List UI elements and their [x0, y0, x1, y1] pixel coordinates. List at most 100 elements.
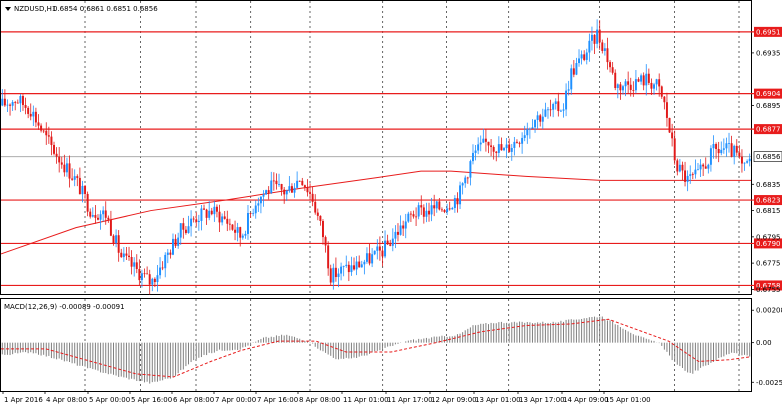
candle-body	[283, 189, 286, 195]
candle-body	[89, 211, 92, 217]
candle-body	[671, 132, 674, 139]
candle-body	[609, 62, 612, 68]
candle-body	[78, 177, 81, 195]
candle-body	[676, 160, 679, 172]
candle-body	[234, 229, 237, 233]
candle-body	[1, 98, 4, 106]
candle-body	[148, 274, 151, 285]
time-label: 11 Apr 17:00	[387, 396, 433, 404]
price-tick-label: 0.6815	[756, 207, 781, 215]
candle-body	[195, 219, 198, 223]
candle-body	[384, 240, 387, 257]
candle-body	[3, 98, 6, 106]
candle-body	[221, 216, 224, 223]
candle-body	[549, 109, 552, 111]
candle-body	[301, 180, 304, 186]
candle-body	[161, 267, 164, 269]
candle-body	[505, 144, 508, 149]
candle-body	[559, 110, 562, 112]
candle-body	[580, 54, 583, 59]
candle-body	[316, 212, 319, 216]
candle-body	[697, 169, 699, 171]
candle-body	[327, 245, 330, 269]
candle-body	[190, 218, 193, 227]
candle-body	[622, 86, 624, 91]
candle-body	[715, 144, 718, 149]
candle-body	[637, 79, 640, 82]
candle-body	[694, 169, 697, 175]
candle-body	[534, 119, 537, 128]
dropdown-triangle-icon[interactable]	[5, 7, 11, 11]
candle-body	[521, 137, 524, 144]
candle-body	[417, 205, 420, 217]
time-label: 6 Apr 08:00	[173, 396, 214, 404]
candle-body	[107, 217, 110, 220]
candle-body	[151, 278, 154, 285]
time-label: 14 Apr 09:00	[563, 396, 609, 404]
candle-body	[552, 104, 555, 110]
candle-body	[50, 136, 53, 145]
candle-body	[518, 142, 521, 144]
candle-body	[259, 196, 262, 204]
candle-body	[523, 135, 526, 138]
candle-body	[353, 265, 355, 270]
candle-body	[472, 152, 474, 162]
candle-body	[691, 174, 694, 176]
candle-body	[270, 180, 273, 193]
candle-body	[619, 84, 622, 91]
candle-body	[557, 101, 560, 112]
horizontal-levels[interactable]: 0.6951 0.6904 0.6877 0.6823 0.6790 0.6758	[1, 26, 782, 291]
candle-body	[42, 130, 45, 132]
candle-body	[616, 84, 619, 88]
time-label: 7 Apr 16:00	[257, 396, 298, 404]
candle-body	[665, 102, 668, 118]
candle-body	[125, 253, 128, 256]
candle-body	[722, 148, 725, 150]
candle-body	[205, 209, 208, 218]
macd-indicator	[1, 316, 752, 384]
candle-body	[53, 144, 55, 154]
candle-body	[34, 111, 37, 123]
candle-body	[572, 68, 575, 75]
level-price-tag	[754, 88, 782, 99]
candle-body	[322, 220, 324, 238]
candle-body	[407, 213, 410, 222]
price-tick-label: 0.6835	[756, 181, 781, 189]
candle-body	[293, 187, 296, 193]
candle-body	[575, 63, 578, 75]
candle-body	[503, 148, 505, 151]
price-tick-label: 0.6935	[756, 49, 781, 57]
candle-body	[156, 275, 159, 283]
candle-body	[655, 79, 658, 85]
candle-body	[394, 231, 397, 239]
candle-body	[197, 220, 200, 223]
candle-body	[24, 105, 27, 108]
level-price-label: 0.6823	[756, 197, 781, 205]
candle-body	[733, 145, 736, 157]
candle-body	[740, 156, 743, 164]
level-price-label: 0.6904	[756, 90, 781, 98]
candle-body	[73, 176, 76, 180]
candle-body	[84, 185, 87, 194]
candle-body	[482, 138, 485, 143]
candle-body	[585, 52, 588, 60]
candle-body	[363, 261, 366, 265]
candle-body	[16, 102, 19, 104]
candle-body	[526, 129, 529, 136]
candle-body	[717, 148, 720, 154]
candle-body	[430, 205, 433, 215]
candle-body	[244, 233, 247, 236]
macd-tick-label: 0.00	[756, 339, 772, 347]
candle-body	[40, 125, 43, 131]
level-price-tag	[754, 195, 782, 206]
candle-body	[627, 81, 630, 85]
candle-body	[492, 147, 495, 152]
candle-body	[500, 144, 503, 151]
moving-average-path	[0, 170, 751, 255]
candle-body	[329, 268, 332, 283]
candle-body	[704, 166, 707, 169]
candle-body	[309, 192, 312, 194]
price-tick-label: 0.6895	[756, 102, 781, 110]
candle-body	[153, 278, 156, 283]
